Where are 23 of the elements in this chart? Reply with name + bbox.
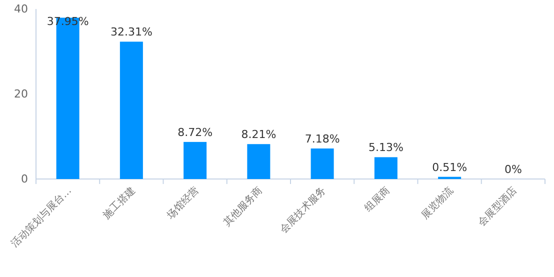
data-label: 0% [504,163,522,176]
data-label: 8.72% [178,126,213,139]
bar [120,42,143,179]
y-tick-label: 0 [21,172,28,186]
x-tick-label: 场馆经营 [164,184,202,222]
bar [247,144,270,179]
x-tick-label: 会展型酒店 [475,184,520,228]
data-label: 5.13% [368,141,404,154]
data-label: 7.18% [304,132,340,146]
y-tick-label: 40 [14,2,28,16]
x-tick-label: 会展技术服务 [278,184,328,236]
x-tick-label: 施工搭建 [100,184,138,222]
x-tick-label: 展览物流 [418,184,456,222]
data-label: 8.21% [241,128,276,142]
data-label: 32.31% [110,26,152,39]
data-label: 0.51% [432,160,468,174]
bar [374,157,398,179]
x-tick-label: 其他服务商 [220,184,265,228]
x-tick-label: 组展商 [362,184,392,214]
x-tick-label: 活动策划与展台… [8,184,74,250]
y-tick-label: 20 [14,88,28,100]
bar [310,148,334,179]
bar [184,142,207,179]
